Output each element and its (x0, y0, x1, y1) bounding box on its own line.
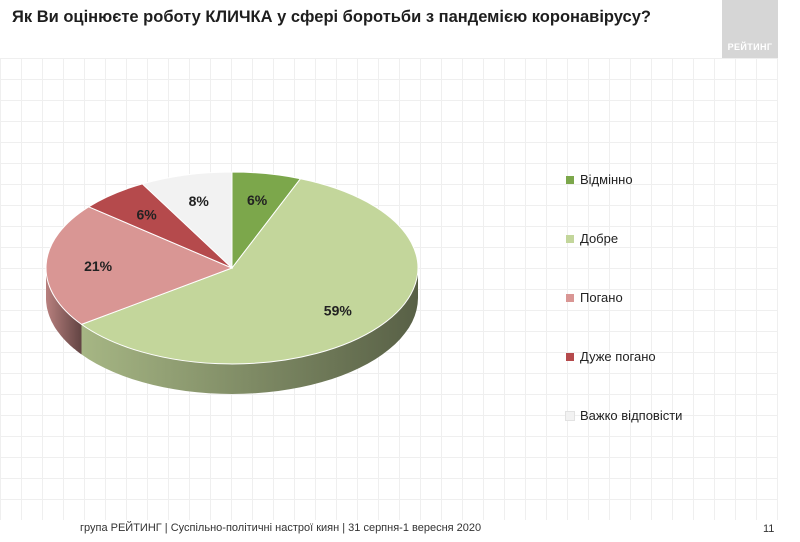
legend-label: Відмінно (580, 172, 633, 187)
page-number: 11 (763, 523, 775, 535)
legend-label: Дуже погано (580, 349, 656, 364)
pie-data-label: 8% (189, 193, 210, 209)
legend-swatch (566, 234, 574, 243)
legend-swatch (566, 352, 574, 361)
legend-item: Погано (566, 290, 623, 305)
pie-data-label: 6% (247, 192, 268, 208)
pie-data-label: 6% (136, 207, 157, 223)
legend-swatch (565, 410, 575, 421)
pie-data-label: 21% (84, 258, 113, 274)
pie-side-Добре (81, 268, 418, 394)
pie-slice-Погано (45, 206, 234, 325)
legend-label: Погано (580, 290, 623, 305)
legend-label: Важко відповісти (580, 408, 683, 423)
pie-data-label: 59% (324, 302, 353, 318)
pie-side-Погано (46, 268, 82, 355)
legend-item: Добре (566, 231, 618, 246)
chart-title: Як Ви оцінюєте роботу КЛИЧКА у сфері бор… (12, 8, 651, 26)
legend-swatch (566, 293, 574, 302)
legend-label: Добре (580, 231, 619, 246)
pie-slice-Добре (80, 178, 419, 365)
legend-item: Важко відповісти (565, 408, 683, 423)
legend-item: Дуже погано (566, 349, 656, 364)
legend-item: Відмінно (566, 172, 633, 187)
footer-text: група РЕЙТИНГ | Суспільно-політичні наст… (80, 522, 482, 534)
legend-swatch (566, 175, 574, 184)
rating-logo: РЕЙТИНГ (722, 0, 778, 58)
pie-slice-Важко відповісти (141, 171, 233, 270)
